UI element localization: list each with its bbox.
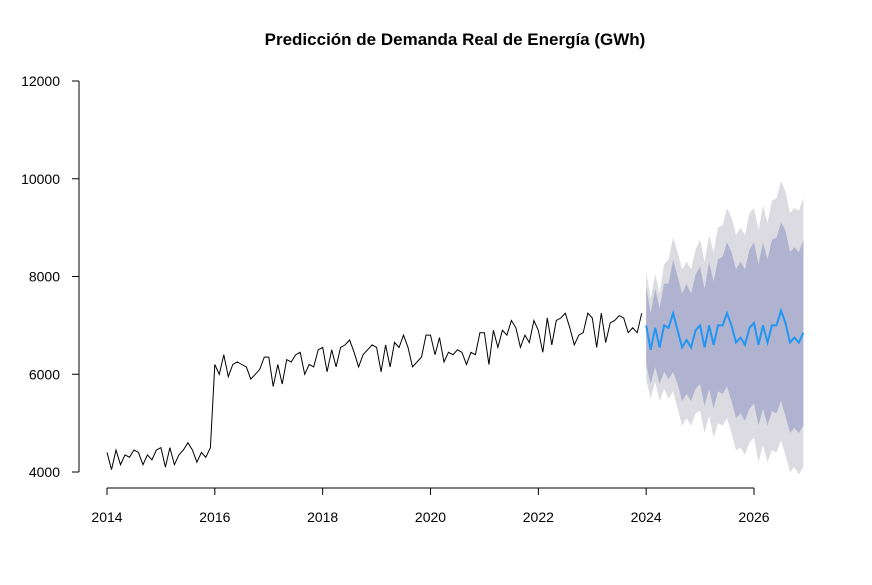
x-tick-label: 2022 bbox=[523, 509, 554, 525]
y-tick-label: 8000 bbox=[29, 269, 60, 285]
axes: 4000 6000 8000 10000 12000 2014 2016 2018 2020 20… bbox=[21, 73, 770, 525]
x-tick-label: 2026 bbox=[738, 509, 769, 525]
chart-title: Predicción de Demanda Real de Energía (G… bbox=[264, 30, 646, 49]
history-line bbox=[106, 312, 643, 470]
prediction-band-80 bbox=[646, 222, 804, 433]
x-tick-label: 2018 bbox=[307, 509, 338, 525]
x-tick-label: 2020 bbox=[415, 509, 446, 525]
y-tick-label: 6000 bbox=[29, 366, 60, 382]
forecast-line bbox=[645, 307, 805, 351]
series-lines bbox=[106, 307, 805, 470]
x-tick-label: 2014 bbox=[91, 509, 122, 525]
y-tick-label: 12000 bbox=[21, 73, 60, 89]
x-tick-label: 2024 bbox=[631, 509, 662, 525]
y-tick-label: 4000 bbox=[29, 464, 60, 480]
x-tick-label: 2016 bbox=[199, 509, 230, 525]
y-tick-label: 10000 bbox=[21, 171, 60, 187]
prediction-bands bbox=[646, 181, 804, 475]
